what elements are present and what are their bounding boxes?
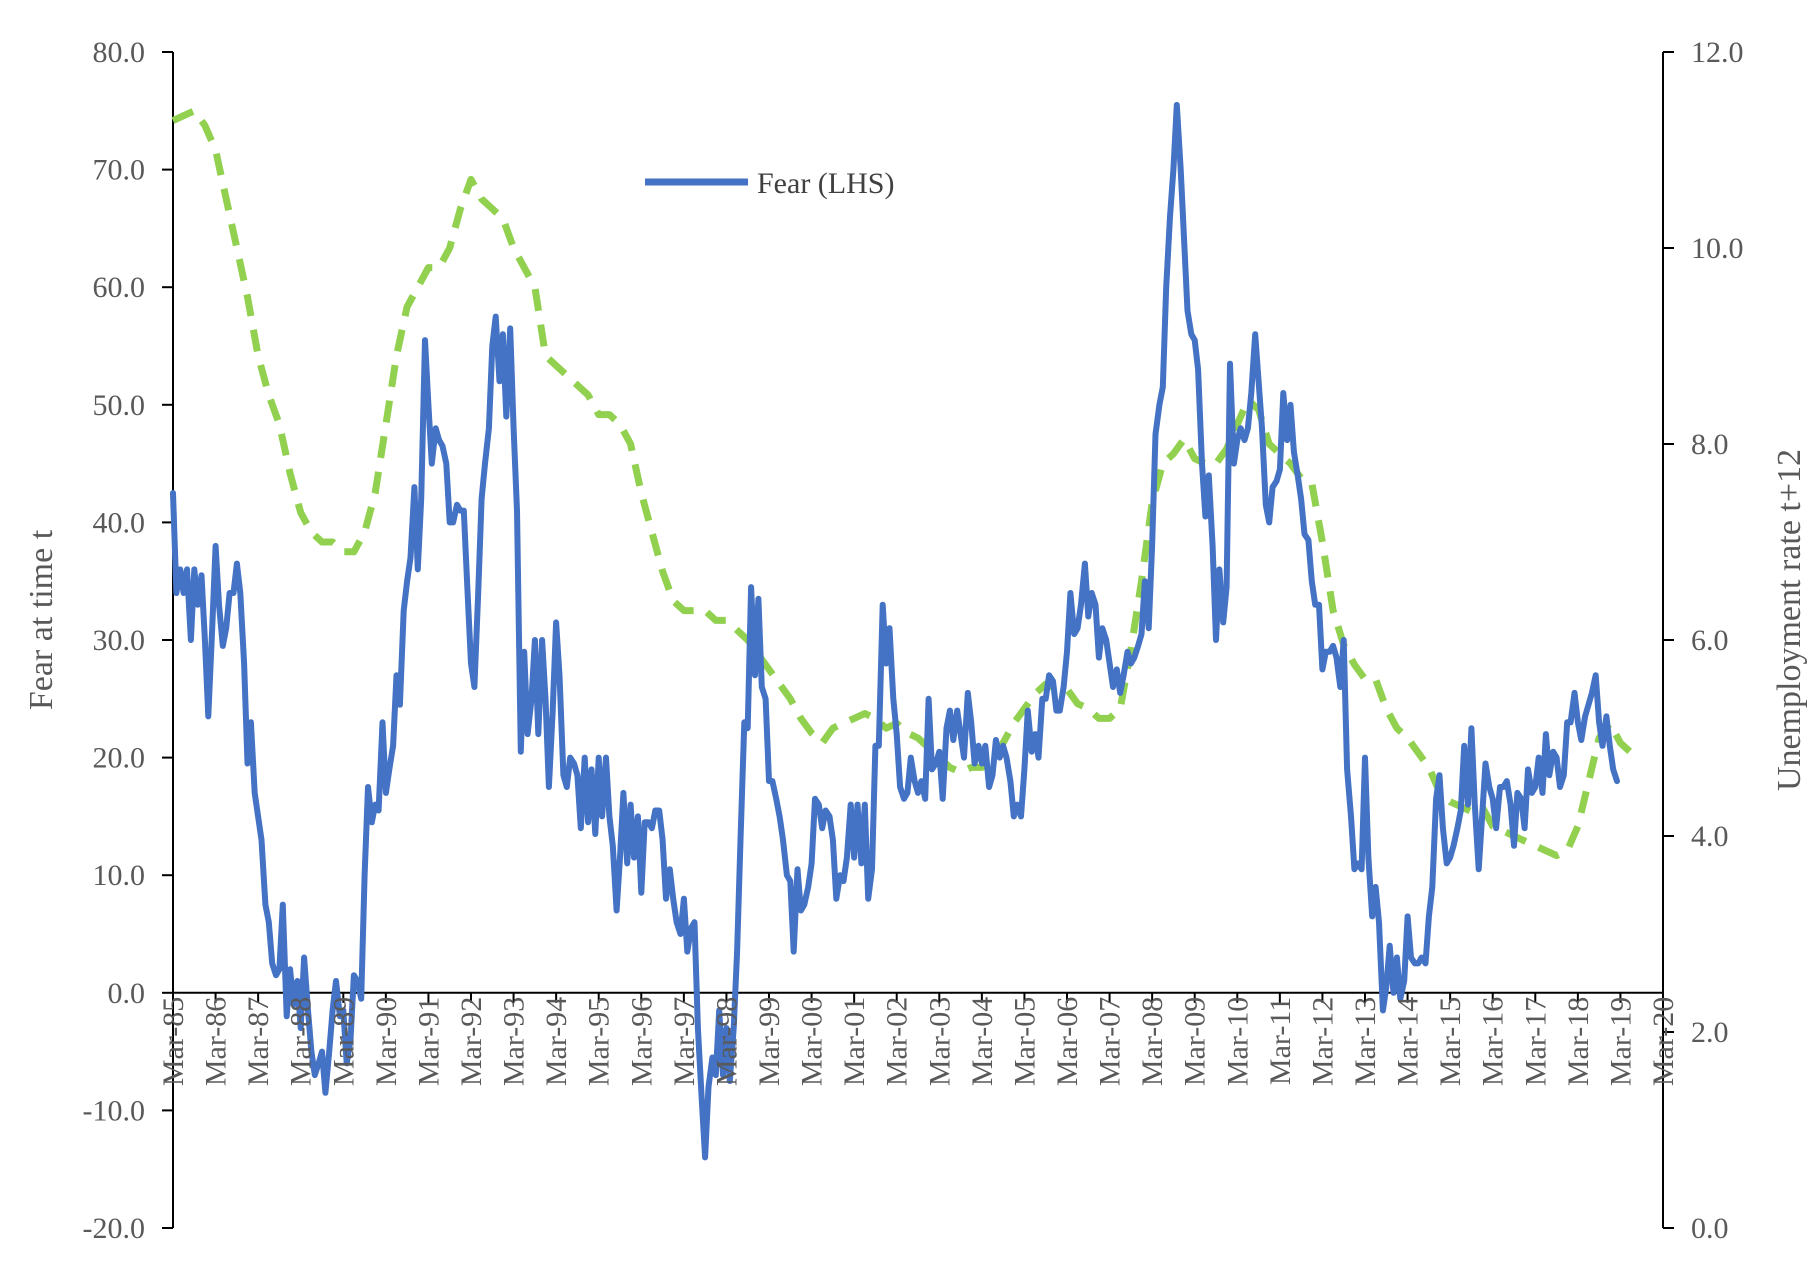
x-axis-tick-label: Mar-17 (1519, 997, 1552, 1086)
labels-layer: -20.0 -10.0 0.0 10.0 20.0 30.0 40.0 50.0 60.0 70.… (83, 36, 1744, 1245)
right-axis-tick-label: 8.0 (1691, 428, 1729, 461)
left-axis-tick-label: 10.0 (93, 859, 146, 892)
x-axis-tick-label: Mar-90 (370, 997, 403, 1086)
legend-label-fear: Fear (LHS) (757, 167, 894, 200)
x-axis-tick-label: Mar-11 (1264, 997, 1297, 1085)
x-axis-tick-label: Mar-02 (881, 997, 914, 1086)
right-axis-tick-label: 0.0 (1691, 1212, 1729, 1245)
left-axis-tick-label: 30.0 (93, 624, 146, 657)
x-axis-tick-label: Mar-97 (668, 997, 701, 1086)
legend: Fear (LHS) (645, 167, 894, 200)
x-axis-tick-label: Mar-96 (625, 997, 658, 1086)
right-axis-title: Unemployment rate t+12 (1771, 449, 1808, 791)
series-layer (170, 101, 1634, 1161)
x-axis-tick-label: Mar-13 (1349, 997, 1382, 1086)
left-axis-tick-label: 20.0 (93, 742, 146, 775)
x-axis-tick-label: Mar-06 (1051, 997, 1084, 1086)
x-axis-tick-label: Mar-92 (455, 997, 488, 1086)
left-axis-tick-label: 80.0 (93, 36, 146, 69)
right-axis-tick-label: 2.0 (1691, 1016, 1729, 1049)
x-axis-tick-label: Mar-16 (1477, 997, 1510, 1086)
x-axis-tick-label: Mar-95 (583, 997, 616, 1086)
x-axis-tick-label: Mar-00 (796, 997, 829, 1086)
left-axis-tick-label: 40.0 (93, 506, 146, 539)
left-axis-tick-label: -10.0 (83, 1094, 146, 1127)
left-axis-tick-label: 0.0 (108, 977, 146, 1010)
left-axis-tick-label: 50.0 (93, 389, 146, 422)
fear-series-line (170, 101, 1620, 1161)
right-axis-tick-label: 10.0 (1691, 232, 1744, 265)
x-axis-tick-label: Mar-86 (200, 997, 233, 1086)
x-axis-tick-label: Mar-01 (838, 997, 871, 1086)
x-axis-tick-label: Mar-10 (1221, 997, 1254, 1086)
right-axis-tick-label: 12.0 (1691, 36, 1744, 69)
right-axis-tick-label: 6.0 (1691, 624, 1729, 657)
x-axis-tick-label: Mar-18 (1562, 997, 1595, 1086)
x-axis-tick-label: Mar-94 (540, 997, 573, 1086)
left-axis-tick-label: -20.0 (83, 1212, 146, 1245)
x-axis-tick-label: Mar-07 (1094, 997, 1127, 1086)
x-axis-tick-label: Mar-20 (1647, 997, 1680, 1086)
left-axis-title: Fear at time t (23, 529, 60, 710)
left-axis-tick-label: 60.0 (93, 271, 146, 304)
x-axis-tick-label: Mar-85 (157, 997, 190, 1086)
axes-layer (162, 51, 1674, 1229)
right-axis-tick-label: 4.0 (1691, 820, 1729, 853)
x-axis-tick-label: Mar-87 (242, 997, 275, 1086)
x-axis-tick-label: Mar-89 (327, 997, 360, 1086)
x-axis-tick-label: Mar-15 (1434, 997, 1467, 1086)
x-axis-tick-label: Mar-09 (1179, 997, 1212, 1086)
x-axis-tick-label: Mar-05 (1008, 997, 1041, 1086)
x-axis-tick-label: Mar-12 (1306, 997, 1339, 1086)
x-axis-tick-label: Mar-93 (498, 997, 531, 1086)
left-axis-tick-label: 70.0 (93, 154, 146, 187)
x-axis-tick-label: Mar-98 (710, 997, 743, 1086)
x-axis-tick-label: Mar-08 (1136, 997, 1169, 1086)
x-axis-tick-label: Mar-91 (412, 997, 445, 1086)
x-axis-tick-label: Mar-88 (285, 997, 318, 1086)
x-axis-tick-label: Mar-14 (1392, 997, 1425, 1086)
x-axis-tick-label: Mar-04 (966, 997, 999, 1086)
x-axis-tick-label: Mar-03 (923, 997, 956, 1086)
x-axis-tick-label: Mar-99 (753, 997, 786, 1086)
x-axis-tick-label: Mar-19 (1604, 997, 1637, 1086)
